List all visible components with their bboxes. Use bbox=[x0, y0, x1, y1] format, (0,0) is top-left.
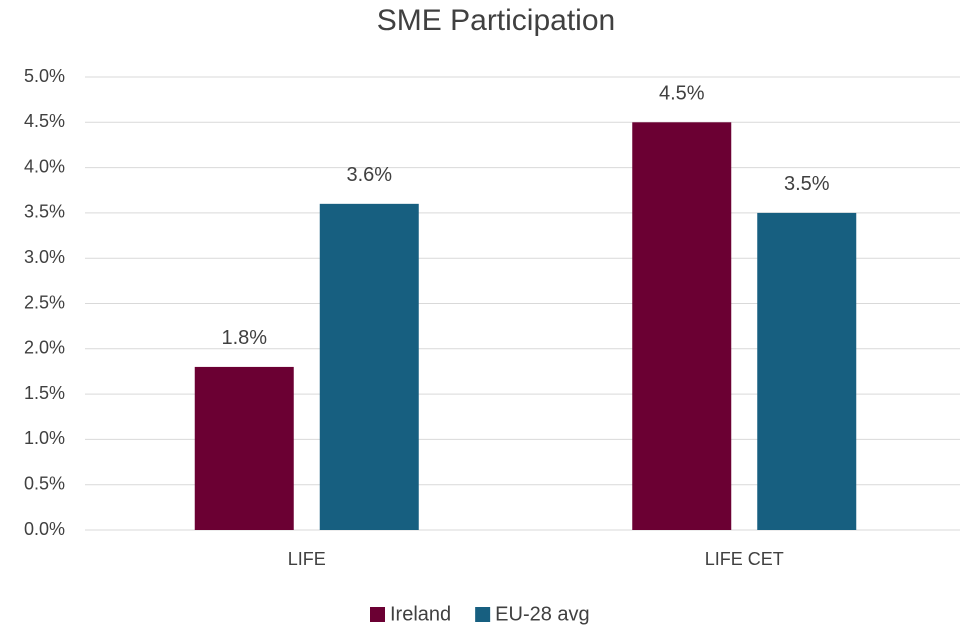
legend-swatch bbox=[370, 607, 385, 622]
data-label: 3.5% bbox=[784, 173, 830, 195]
data-label: 1.8% bbox=[221, 327, 267, 349]
legend-label: EU-28 avg bbox=[495, 603, 590, 625]
y-tick-label: 2.0% bbox=[24, 338, 65, 358]
data-label: 3.6% bbox=[346, 164, 392, 186]
data-label: 4.5% bbox=[659, 83, 705, 105]
legend-label: Ireland bbox=[390, 603, 451, 625]
y-tick-label: 0.0% bbox=[24, 519, 65, 539]
bar bbox=[632, 122, 731, 530]
y-tick-label: 0.5% bbox=[24, 473, 65, 493]
y-tick-label: 2.5% bbox=[24, 292, 65, 312]
x-tick-label: LIFE bbox=[288, 549, 326, 569]
bar bbox=[320, 204, 419, 530]
y-tick-label: 1.0% bbox=[24, 428, 65, 448]
chart-title: SME Participation bbox=[377, 4, 615, 37]
bar bbox=[757, 213, 856, 530]
y-tick-label: 1.5% bbox=[24, 383, 65, 403]
y-tick-label: 3.5% bbox=[24, 202, 65, 222]
y-tick-label: 4.5% bbox=[24, 111, 65, 131]
y-tick-label: 3.0% bbox=[24, 247, 65, 267]
y-tick-label: 5.0% bbox=[24, 66, 65, 86]
chart: SME Participation 0.0% 0.5% 1.0% 1.5% 2.0% 2.… bbox=[0, 0, 962, 630]
x-tick-label: LIFE CET bbox=[705, 549, 784, 569]
y-tick-label: 4.0% bbox=[24, 156, 65, 176]
legend-swatch bbox=[475, 607, 490, 622]
bar bbox=[195, 367, 294, 530]
